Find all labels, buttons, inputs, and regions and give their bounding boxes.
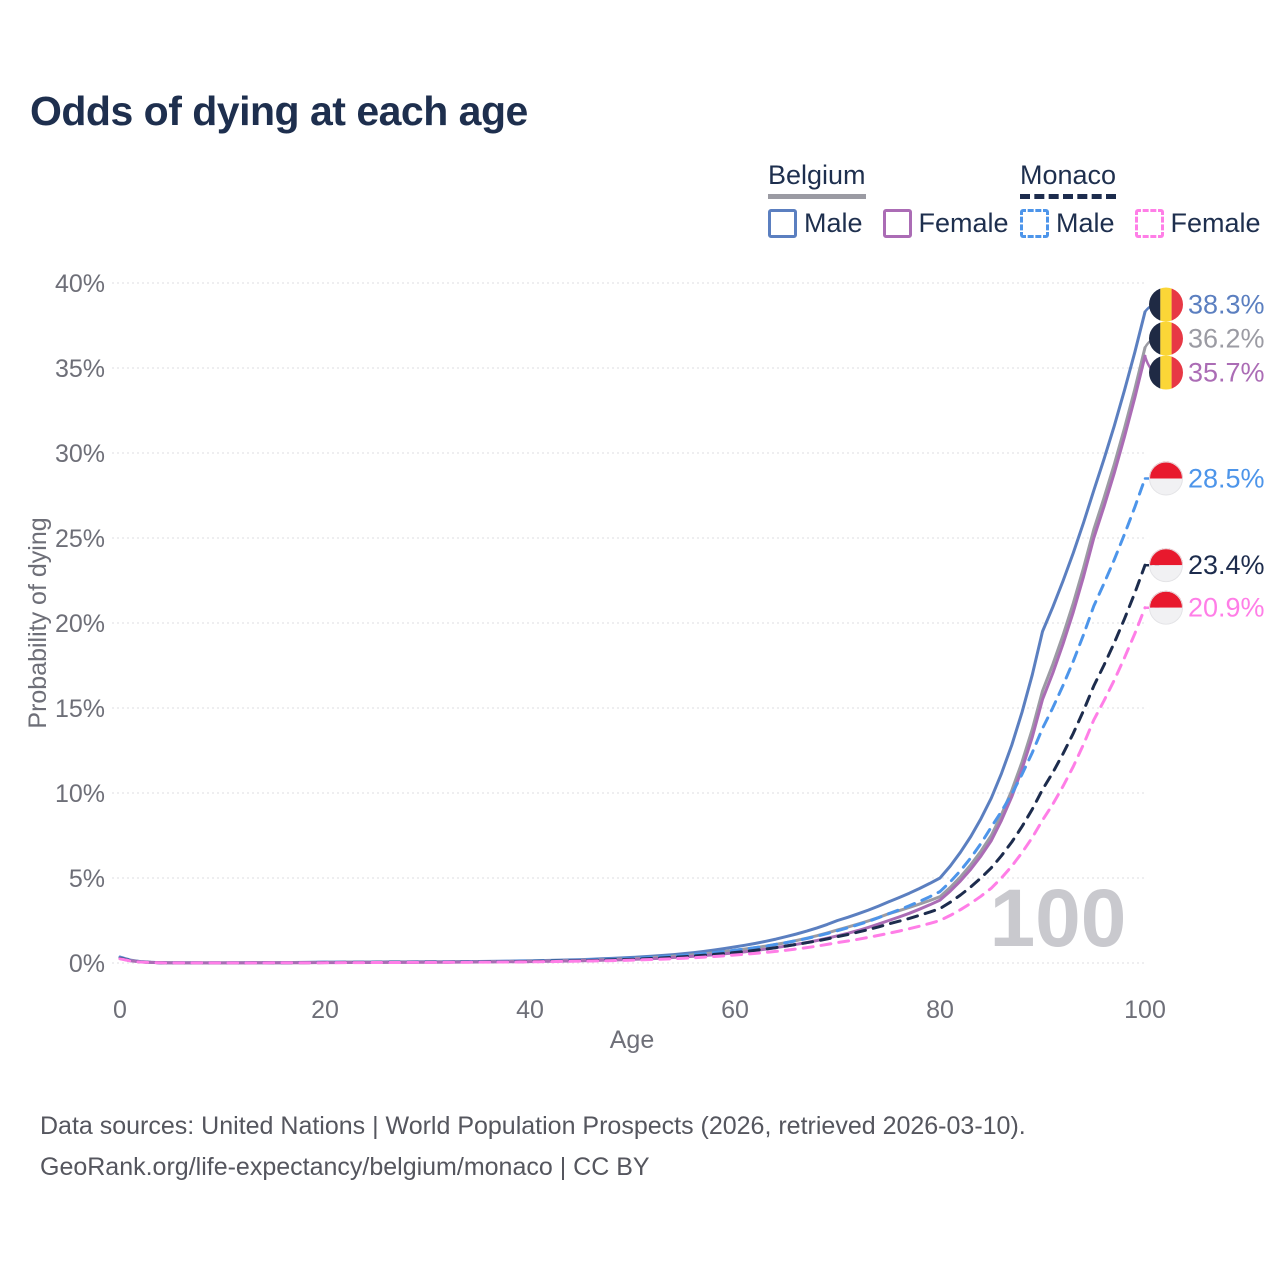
- series-line-monaco-female: [118, 606, 1147, 965]
- y-tick-label: 5%: [69, 865, 105, 893]
- legend-items-monaco: Male Female: [1020, 208, 1261, 239]
- series-end-label-monaco-female: 20.9%: [1188, 593, 1265, 623]
- legend-item-belgium-male[interactable]: Male: [768, 208, 863, 239]
- belgium-female-swatch-icon: [882, 209, 912, 238]
- y-tick-label: 0%: [69, 950, 105, 978]
- legend-country-belgium[interactable]: Belgium: [768, 160, 866, 199]
- x-tick-label: 20: [311, 996, 339, 1024]
- series-end-label-belgium-female: 35.7%: [1188, 358, 1265, 388]
- y-tick-label: 10%: [55, 780, 105, 808]
- y-tick-label: 40%: [55, 270, 105, 298]
- x-tick-label: 60: [721, 996, 749, 1024]
- legend-items-belgium: Male Female: [768, 208, 1009, 239]
- x-tick-label: 80: [926, 996, 954, 1024]
- footer-data-sources: Data sources: United Nations | World Pop…: [40, 1112, 1026, 1140]
- belgium-flag-icon: [1149, 321, 1183, 356]
- footer-attribution: GeoRank.org/life-expectancy/belgium/mona…: [40, 1153, 650, 1181]
- y-tick-label: 20%: [55, 610, 105, 638]
- y-tick-label: 30%: [55, 440, 105, 468]
- page-title: Odds of dying at each age: [30, 88, 528, 134]
- legend-item-monaco-male[interactable]: Male: [1020, 208, 1115, 239]
- legend-group-belgium: Belgium Male Female: [768, 160, 1009, 239]
- monaco-female-swatch-icon: [1134, 209, 1164, 238]
- x-tick-label: 0: [113, 996, 127, 1024]
- monaco-male-swatch-icon: [1020, 209, 1049, 238]
- series-end-label-belgium-male: 38.3%: [1188, 290, 1265, 320]
- belgium-male-swatch-icon: [768, 209, 797, 238]
- monaco-flag-icon: [1149, 590, 1183, 625]
- series-line-belgium-female: [118, 354, 1147, 965]
- series-layer: [118, 310, 1147, 965]
- y-tick-label: 35%: [55, 355, 105, 383]
- legend-item-monaco-female[interactable]: Female: [1134, 208, 1261, 239]
- belgium-flag-icon: [1149, 355, 1183, 390]
- y-tick-label: 15%: [55, 695, 105, 723]
- y-tick-label: 25%: [55, 525, 105, 553]
- footer: Data sources: United Nations | World Pop…: [40, 1106, 1026, 1188]
- grid-layer: 0% 5% 10% 15% 20% 25% 30% 35% 40% 0 20 40 60 80 100: [55, 270, 1166, 1024]
- legend-item-belgium-female[interactable]: Female: [882, 208, 1009, 239]
- series-line-belgium-total: [118, 346, 1147, 965]
- y-axis-title: Probability of dying: [24, 517, 52, 728]
- legend-country-monaco[interactable]: Monaco: [1020, 160, 1117, 199]
- legend-group-monaco: Monaco Male Female: [1020, 160, 1261, 239]
- legend-label-belgium-female: Female: [918, 208, 1009, 238]
- x-tick-label: 100: [1124, 996, 1166, 1024]
- monaco-flag-icon: [1149, 461, 1183, 496]
- belgium-flag-icon: [1149, 287, 1183, 322]
- annotation-layer: 38.3% 36.2% 35.7% 28.5% 23.4% 20.9%: [1143, 287, 1265, 625]
- monaco-flag-icon: [1149, 548, 1183, 583]
- x-tick-label: 40: [516, 996, 544, 1024]
- age-watermark: 100: [990, 873, 1127, 964]
- series-end-label-monaco-male: 28.5%: [1188, 464, 1265, 494]
- legend-label-monaco-male: Male: [1056, 208, 1115, 238]
- x-axis-title: Age: [610, 1026, 654, 1054]
- series-end-label-belgium-total: 36.2%: [1188, 324, 1265, 354]
- legend-label-monaco-female: Female: [1170, 208, 1261, 238]
- series-line-belgium-male: [118, 310, 1147, 965]
- legend-label-belgium-male: Male: [804, 208, 863, 238]
- series-end-label-monaco-total: 23.4%: [1188, 550, 1265, 580]
